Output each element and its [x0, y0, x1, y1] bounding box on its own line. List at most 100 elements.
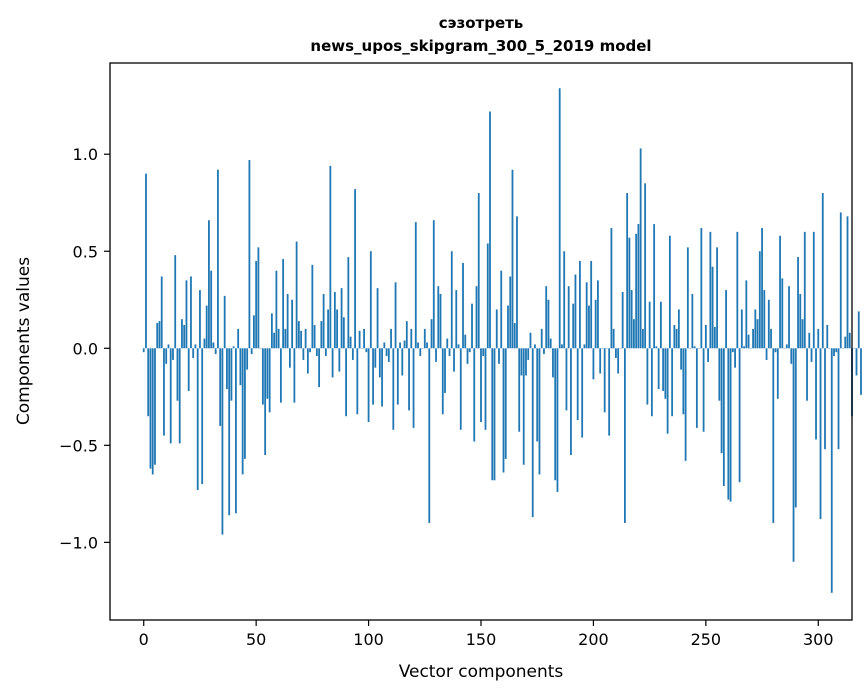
bar-component-34 [219, 348, 222, 426]
bar-component-28 [205, 305, 208, 349]
bar-component-195 [581, 348, 584, 438]
bar-component-137 [450, 251, 453, 349]
bar-component-227 [653, 224, 656, 349]
bar-component-241 [684, 348, 687, 461]
bar-component-24 [196, 348, 199, 490]
bar-component-133 [441, 348, 444, 415]
bar-component-3 [149, 348, 152, 469]
bar-component-86 [336, 309, 338, 349]
bar-component-274 [758, 251, 761, 349]
bar-component-249 [702, 348, 705, 432]
bar-component-15 [176, 348, 179, 401]
bar-component-224 [646, 348, 649, 405]
bar-component-302 [821, 193, 824, 349]
bar-component-101 [369, 251, 372, 349]
x-tick-label: 200 [578, 630, 609, 649]
bar-component-81 [324, 348, 327, 357]
bar-component-267 [743, 346, 745, 349]
bar-component-314 [848, 332, 851, 349]
bar-component-108 [385, 348, 388, 357]
bar-component-213 [621, 292, 624, 349]
bar-component-98 [363, 328, 365, 349]
bar-component-162 [507, 305, 509, 349]
bar-component-222 [641, 328, 644, 349]
bar-component-173 [531, 348, 534, 518]
bar-component-294 [803, 231, 806, 349]
bar-component-32 [214, 348, 217, 355]
bar-component-184 [556, 348, 559, 492]
bar-component-63 [284, 328, 287, 349]
bar-component-240 [682, 348, 685, 415]
bar-component-104 [376, 288, 379, 349]
bar-component-223 [644, 183, 647, 349]
bar-component-14 [174, 255, 177, 349]
bar-component-152 [484, 348, 487, 430]
bar-component-178 [543, 348, 545, 355]
bar-component-48 [250, 348, 253, 355]
bar-component-196 [583, 344, 586, 349]
bar-component-105 [378, 348, 381, 378]
bar-component-139 [455, 290, 458, 349]
bar-component-250 [704, 325, 707, 349]
bar-component-126 [426, 342, 428, 349]
bar-component-84 [331, 348, 334, 378]
bar-component-76 [313, 325, 316, 349]
bar-component-102 [372, 348, 374, 405]
bar-component-136 [448, 348, 451, 357]
bar-component-199 [590, 260, 593, 349]
bar-component-282 [776, 348, 779, 399]
bar-component-144 [466, 348, 469, 364]
bar-component-4 [151, 348, 154, 475]
bar-component-10 [165, 348, 168, 364]
bar-component-92 [349, 336, 352, 349]
bar-component-248 [700, 227, 703, 349]
bar-component-68 [295, 241, 298, 349]
bar-component-85 [333, 292, 336, 349]
bar-component-125 [423, 328, 426, 349]
bar-component-19 [185, 280, 188, 349]
bar-component-291 [797, 257, 799, 349]
bar-component-37 [226, 348, 228, 390]
bar-component-200 [592, 348, 595, 380]
bar-component-80 [322, 293, 325, 349]
bar-component-116 [403, 340, 406, 349]
bar-component-295 [806, 348, 808, 401]
bar-component-264 [736, 231, 739, 349]
bar-component-246 [695, 348, 698, 428]
bar-component-62 [282, 259, 285, 349]
bar-component-2 [147, 348, 150, 417]
bar-component-38 [228, 348, 231, 516]
bar-component-66 [291, 299, 294, 349]
bar-component-118 [408, 348, 410, 411]
bar-component-39 [230, 348, 233, 401]
bar-component-56 [268, 348, 271, 413]
bar-component-147 [473, 348, 476, 442]
bar-component-164 [511, 169, 514, 349]
bar-component-22 [192, 348, 195, 358]
bar-component-276 [763, 290, 766, 349]
bar-component-167 [518, 348, 521, 432]
bar-component-277 [765, 348, 768, 360]
bar-component-16 [178, 348, 181, 444]
bar-component-194 [579, 260, 581, 349]
bar-component-176 [538, 348, 541, 475]
bar-component-106 [381, 348, 383, 407]
bar-component-239 [680, 348, 683, 370]
bar-component-54 [264, 348, 267, 456]
bar-component-148 [475, 286, 478, 349]
bar-component-31 [212, 342, 215, 349]
bar-component-9 [163, 348, 165, 436]
bar-component-304 [826, 325, 829, 349]
bar-component-132 [439, 293, 442, 349]
bar-component-182 [552, 348, 554, 378]
bar-component-75 [311, 264, 314, 349]
bar-component-296 [808, 332, 811, 349]
bar-component-268 [745, 280, 748, 349]
bar-component-298 [812, 231, 815, 349]
bar-component-259 [725, 290, 727, 349]
bar-component-210 [615, 348, 617, 358]
bar-component-275 [761, 227, 763, 349]
bar-component-143 [464, 334, 467, 349]
bar-component-13 [172, 348, 174, 360]
